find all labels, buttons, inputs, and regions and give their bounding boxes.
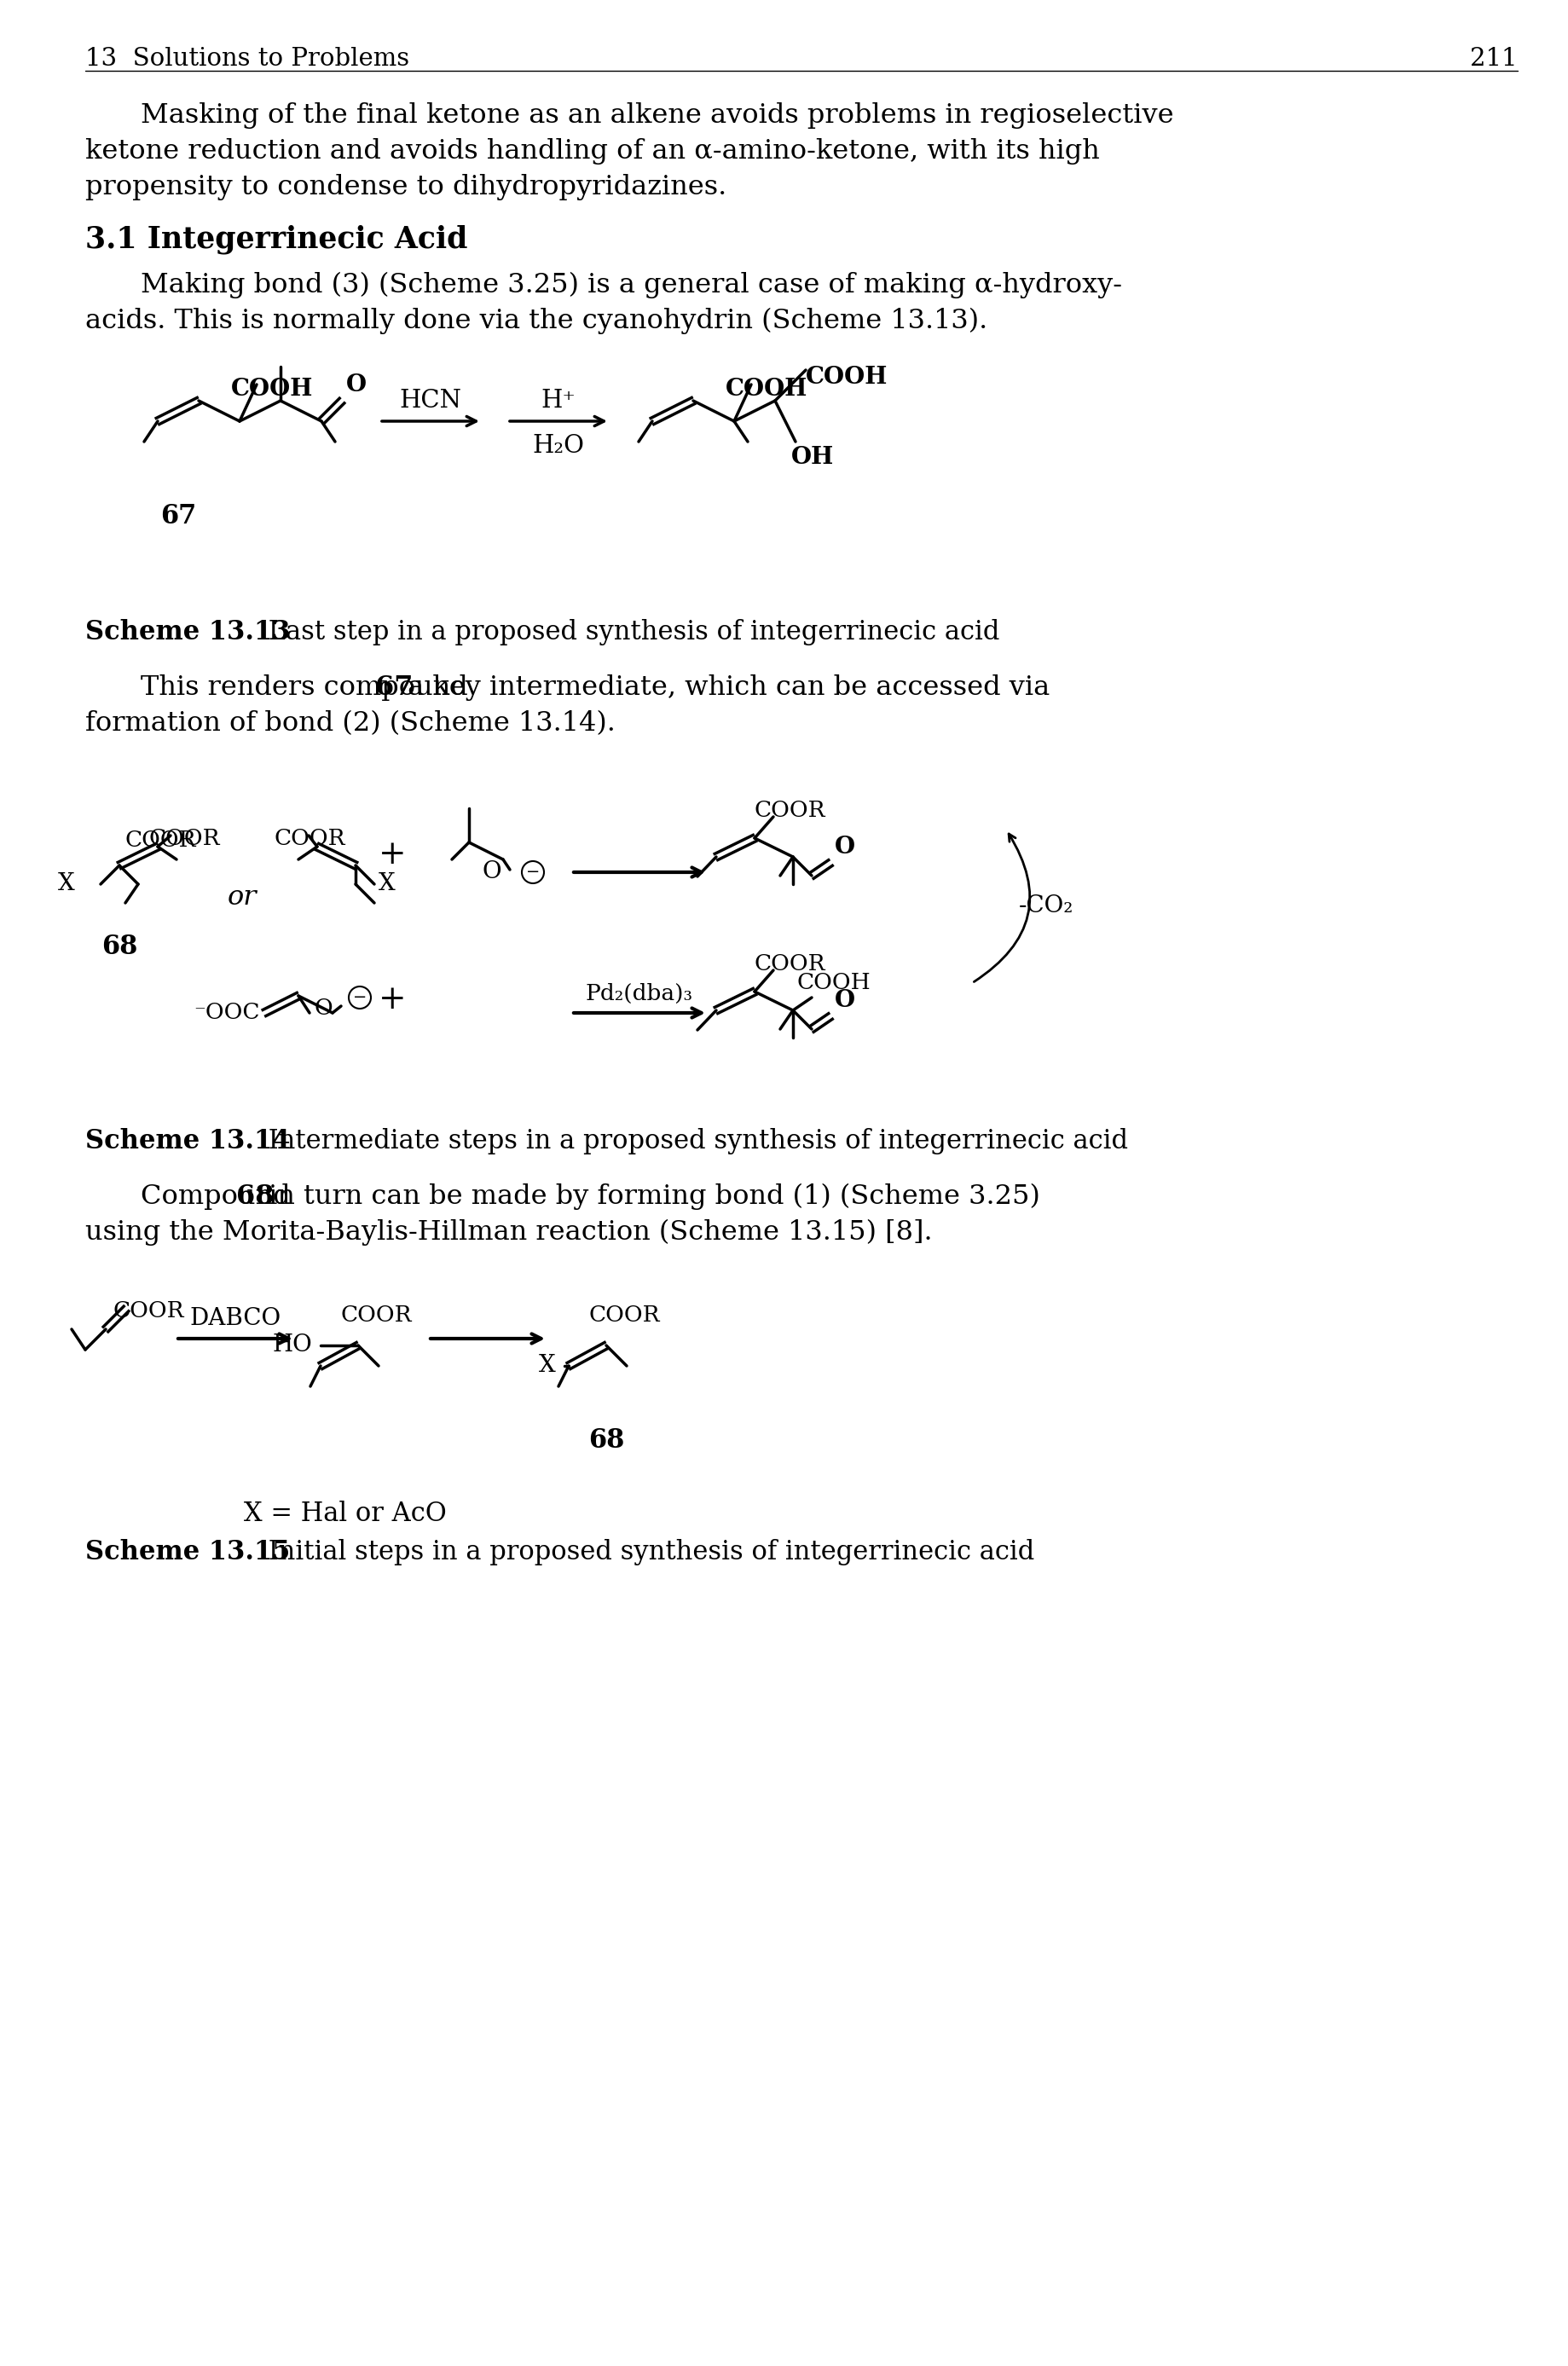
Text: Masking of the final ketone as an alkene avoids problems in regioselective: Masking of the final ketone as an alkene… <box>141 102 1173 128</box>
Text: O: O <box>314 998 332 1020</box>
Text: H⁺: H⁺ <box>541 388 575 412</box>
Text: formation of bond (2) (Scheme 13.14).: formation of bond (2) (Scheme 13.14). <box>85 710 615 736</box>
Text: Compound: Compound <box>141 1183 299 1209</box>
Text: Initial steps in a proposed synthesis of integerrinecic acid: Initial steps in a proposed synthesis of… <box>260 1538 1033 1566</box>
Text: COOR: COOR <box>113 1301 185 1323</box>
Text: 67: 67 <box>160 504 196 530</box>
Text: OH: OH <box>790 445 834 468</box>
Text: Pd₂(dba)₃: Pd₂(dba)₃ <box>585 982 693 1006</box>
Text: X = Hal or AcO: X = Hal or AcO <box>243 1500 447 1526</box>
Text: COOR: COOR <box>340 1304 412 1325</box>
Text: COOR: COOR <box>274 828 345 849</box>
Text: +: + <box>378 984 406 1015</box>
Text: COOR: COOR <box>754 953 825 975</box>
Text: 67: 67 <box>375 674 412 700</box>
Text: 68: 68 <box>102 935 138 961</box>
Text: −: − <box>525 864 539 880</box>
Text: +: + <box>378 840 406 871</box>
Text: HCN: HCN <box>400 388 461 412</box>
Text: in turn can be made by forming bond (1) (Scheme 3.25): in turn can be made by forming bond (1) … <box>260 1183 1040 1209</box>
Text: HO: HO <box>273 1334 312 1358</box>
Text: COOR: COOR <box>590 1304 660 1325</box>
Text: 68: 68 <box>588 1427 624 1453</box>
Text: This renders compound: This renders compound <box>141 674 477 700</box>
Text: 3.1 Integerrinecic Acid: 3.1 Integerrinecic Acid <box>85 225 467 256</box>
Text: O: O <box>481 861 502 885</box>
Text: ketone reduction and avoids handling of an α-amino-ketone, with its high: ketone reduction and avoids handling of … <box>85 137 1099 166</box>
Text: Scheme 13.15: Scheme 13.15 <box>85 1538 290 1566</box>
Text: COOR: COOR <box>754 800 825 821</box>
Text: DABCO: DABCO <box>190 1306 281 1330</box>
Text: propensity to condense to dihydropyridazines.: propensity to condense to dihydropyridaz… <box>85 175 726 201</box>
Text: O: O <box>834 835 855 859</box>
Text: using the Morita-Baylis-Hillman reaction (Scheme 13.15) [8].: using the Morita-Baylis-Hillman reaction… <box>85 1218 931 1247</box>
Text: Last step in a proposed synthesis of integerrinecic acid: Last step in a proposed synthesis of int… <box>260 620 999 646</box>
Text: O: O <box>834 989 855 1013</box>
Text: Making bond (3) (Scheme 3.25) is a general case of making α-hydroxy-: Making bond (3) (Scheme 3.25) is a gener… <box>141 272 1121 298</box>
Text: COOH: COOH <box>230 379 314 400</box>
Text: a key intermediate, which can be accessed via: a key intermediate, which can be accesse… <box>398 674 1049 700</box>
Text: Scheme 13.14: Scheme 13.14 <box>85 1129 290 1155</box>
Text: COOH: COOH <box>724 379 808 400</box>
Text: or: or <box>227 885 257 911</box>
Text: Scheme 13.13: Scheme 13.13 <box>85 620 290 646</box>
Text: acids. This is normally done via the cyanohydrin (Scheme 13.13).: acids. This is normally done via the cya… <box>85 308 986 334</box>
Text: -CO₂: -CO₂ <box>1018 894 1073 918</box>
Text: COOR: COOR <box>149 828 220 849</box>
Text: 13  Solutions to Problems: 13 Solutions to Problems <box>85 47 409 71</box>
Text: −: − <box>353 989 367 1006</box>
Text: COOR: COOR <box>125 830 196 852</box>
Text: O: O <box>347 374 367 397</box>
Text: 211: 211 <box>1469 47 1516 71</box>
Text: X: X <box>58 873 75 897</box>
Text: ⁻OOC: ⁻OOC <box>194 1003 260 1024</box>
FancyArrowPatch shape <box>974 833 1029 982</box>
Text: COOH: COOH <box>806 367 887 388</box>
Text: H₂O: H₂O <box>532 433 585 459</box>
Text: COOH: COOH <box>797 972 870 994</box>
Text: X: X <box>378 873 395 897</box>
Text: Intermediate steps in a proposed synthesis of integerrinecic acid: Intermediate steps in a proposed synthes… <box>260 1129 1127 1155</box>
Text: X: X <box>539 1353 555 1377</box>
Text: 68: 68 <box>237 1183 274 1209</box>
